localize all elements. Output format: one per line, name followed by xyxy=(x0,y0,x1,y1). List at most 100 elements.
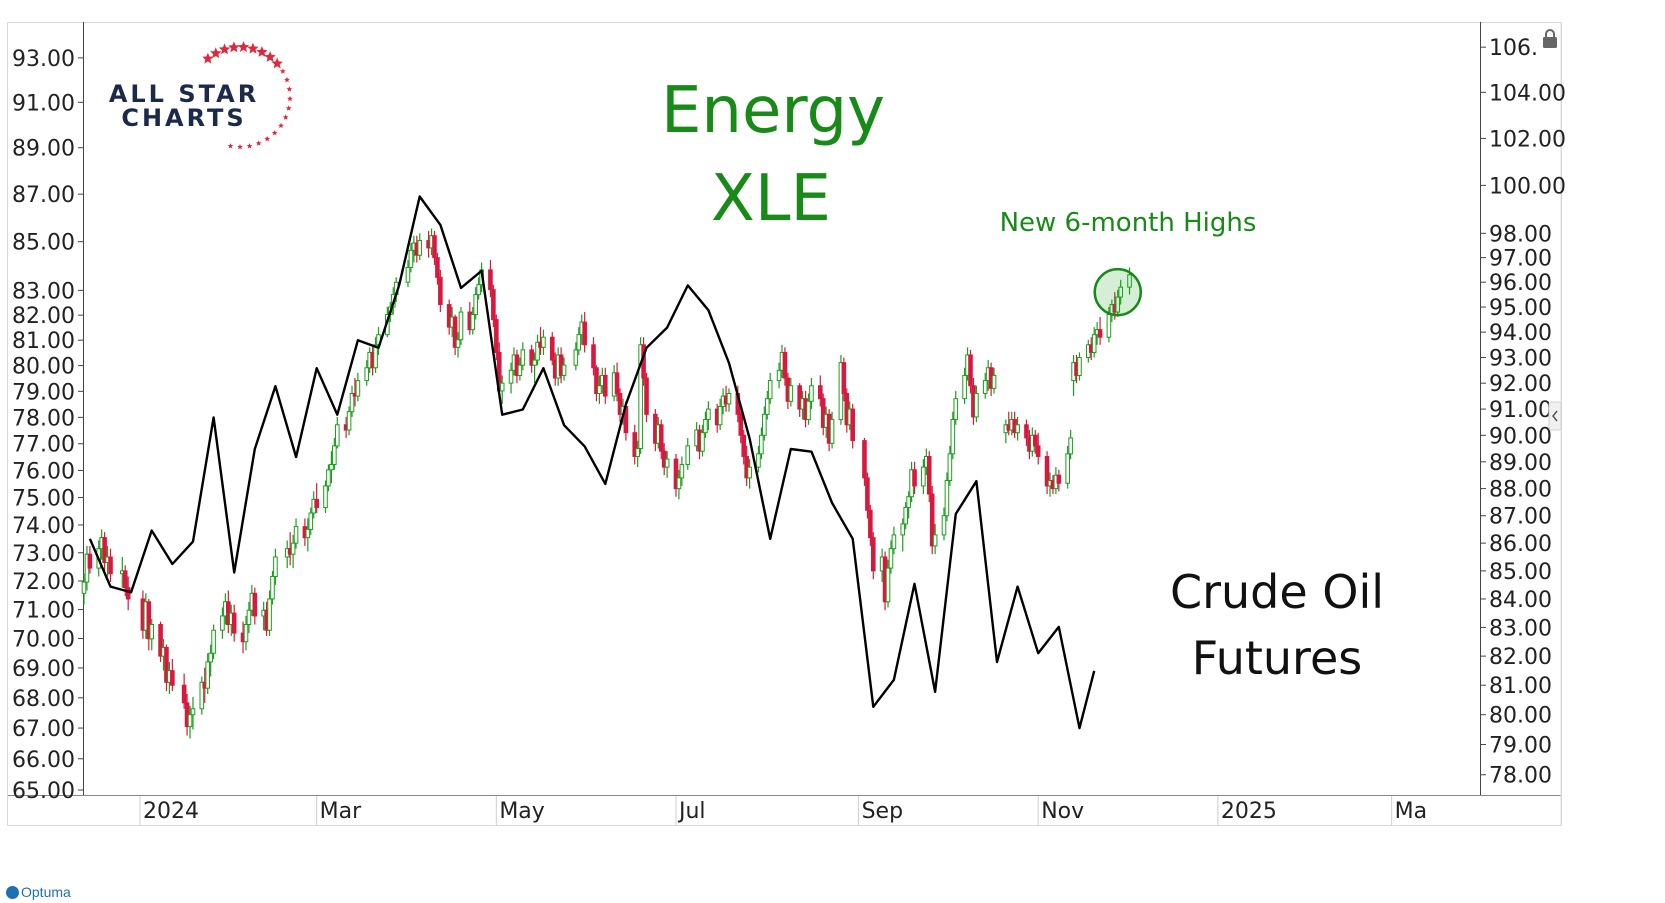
candle-body xyxy=(308,512,314,530)
candle xyxy=(782,347,788,386)
candle xyxy=(470,307,476,335)
candle xyxy=(187,705,193,739)
candle xyxy=(982,372,988,399)
candle-body xyxy=(658,424,664,452)
candle-body xyxy=(870,537,876,572)
candle-body xyxy=(741,434,747,457)
candle xyxy=(452,314,458,355)
candle-body xyxy=(906,496,911,509)
crude-oil-line xyxy=(88,195,1096,730)
candle xyxy=(962,367,967,404)
logo-star xyxy=(247,42,259,54)
candle-body xyxy=(891,534,897,550)
candle-body xyxy=(1065,453,1070,484)
candle xyxy=(181,673,187,709)
candle-body xyxy=(679,463,685,479)
candle-body xyxy=(685,445,691,465)
candle xyxy=(170,659,175,692)
left-tick-label: 81.00 xyxy=(12,329,75,354)
candle-body xyxy=(529,349,534,366)
candle-body xyxy=(494,319,499,353)
collapse-panel-icon[interactable] xyxy=(1548,401,1562,431)
candle-body xyxy=(508,369,514,384)
candle xyxy=(1044,451,1050,495)
left-tick-label: 80.00 xyxy=(12,355,75,380)
candle-body xyxy=(432,235,437,259)
candle xyxy=(158,621,163,662)
left-tick-label: 93.00 xyxy=(12,47,75,72)
candle-body xyxy=(520,349,526,366)
candle-body xyxy=(273,556,278,577)
candle-body xyxy=(146,601,152,640)
candle-body xyxy=(208,652,213,663)
candle-body xyxy=(885,567,891,603)
candle xyxy=(488,260,493,298)
candle xyxy=(314,483,319,513)
candle xyxy=(491,284,496,328)
candle xyxy=(532,352,537,384)
candle-body xyxy=(762,413,767,436)
candle xyxy=(576,327,582,355)
optuma-logo-icon xyxy=(6,885,19,899)
candle xyxy=(1091,327,1097,358)
candle-body xyxy=(841,362,847,395)
candle xyxy=(829,411,835,449)
right-tick-label: 85.00 xyxy=(1489,560,1552,585)
candle xyxy=(850,403,855,449)
candle xyxy=(974,385,979,423)
left-tick-label: 73.00 xyxy=(12,542,75,567)
right-tick-label: 90.00 xyxy=(1489,424,1552,449)
x-tick-label: Sep xyxy=(862,799,903,824)
right-tick-label: 78.00 xyxy=(1489,764,1552,789)
candle-body xyxy=(947,453,953,482)
candle xyxy=(1115,289,1121,318)
left-tick-label: 78.00 xyxy=(12,406,75,431)
candle xyxy=(438,269,443,313)
candle xyxy=(644,372,649,423)
candle xyxy=(741,430,747,465)
candle xyxy=(767,372,773,404)
x-axis-ticks: 2024 Mar May Jul Sep Nov 2025 Ma xyxy=(139,796,1427,826)
right-tick-label: 81.00 xyxy=(1489,674,1552,699)
candle-body xyxy=(364,367,370,382)
candle-body xyxy=(438,276,443,306)
candle xyxy=(81,573,87,605)
left-tick-label: 72.00 xyxy=(12,570,75,595)
candle xyxy=(635,440,640,468)
candle-body xyxy=(912,469,917,487)
left-tick-label: 66.00 xyxy=(12,748,75,773)
plot-area xyxy=(81,195,1132,739)
candle-body xyxy=(408,249,414,268)
candle-body xyxy=(334,424,340,447)
candle xyxy=(334,416,340,449)
right-tick-label: 102.00 xyxy=(1489,127,1566,152)
candle xyxy=(573,342,579,371)
candle-body xyxy=(850,408,855,442)
candle xyxy=(273,548,278,585)
candle xyxy=(841,357,847,402)
candle xyxy=(1065,445,1070,489)
candle-body xyxy=(788,385,794,402)
candle-body xyxy=(903,507,908,525)
candle xyxy=(1118,279,1123,305)
candle-body xyxy=(211,629,216,654)
candle xyxy=(764,390,770,420)
candle-body xyxy=(293,526,299,544)
candle-body xyxy=(888,548,894,569)
logo-star-ring xyxy=(202,41,293,150)
logo-star xyxy=(237,144,243,150)
candle xyxy=(364,360,370,386)
x-tick-label: May xyxy=(499,799,544,824)
candle-body xyxy=(267,598,272,631)
candle-body xyxy=(797,385,802,410)
lock-icon[interactable] xyxy=(1543,29,1557,48)
candle xyxy=(332,437,337,470)
candle-body xyxy=(726,393,732,405)
candle-body xyxy=(1024,424,1029,439)
candle-body xyxy=(776,369,782,382)
candle xyxy=(926,451,932,503)
candle-body xyxy=(220,615,225,631)
candle-body xyxy=(759,434,764,455)
candle-body xyxy=(246,609,252,626)
